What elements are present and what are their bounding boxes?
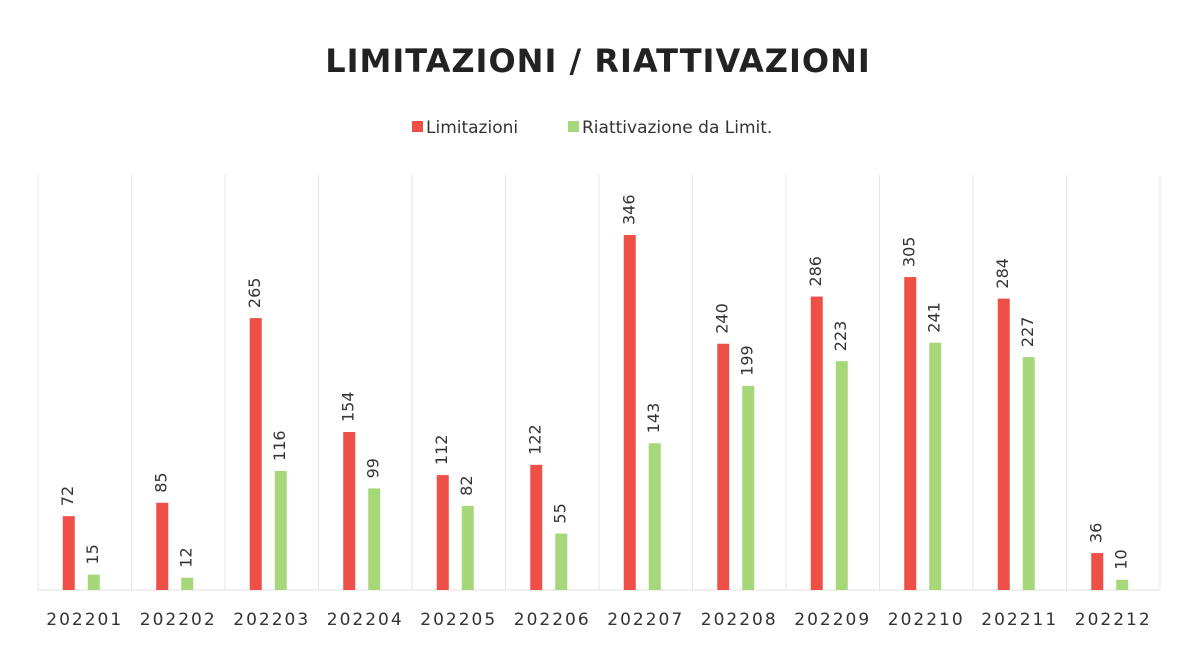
x-tick-label: 202203 — [233, 610, 310, 630]
data-label: 143 — [644, 403, 663, 434]
legend-label: Limitazioni — [426, 118, 518, 138]
data-label: 72 — [58, 486, 77, 506]
bar — [717, 343, 730, 590]
bar — [87, 574, 100, 590]
data-label: 82 — [457, 476, 476, 496]
data-label: 36 — [1087, 523, 1106, 543]
data-label: 240 — [713, 303, 732, 334]
data-label: 12 — [177, 547, 196, 567]
data-label: 241 — [925, 302, 944, 333]
data-label: 154 — [339, 391, 358, 422]
bar — [810, 296, 823, 590]
bar — [835, 361, 848, 590]
data-label: 265 — [245, 278, 264, 309]
x-tick-label: 202211 — [981, 610, 1058, 630]
bar — [156, 502, 169, 590]
data-label: 10 — [1112, 549, 1131, 569]
x-tick-label: 202206 — [514, 610, 591, 630]
data-label: 223 — [831, 321, 850, 352]
x-tick-label: 202204 — [327, 610, 404, 630]
data-label: 99 — [364, 458, 383, 478]
bar — [62, 516, 75, 590]
x-tick-label: 202210 — [888, 610, 965, 630]
bar — [368, 488, 381, 590]
bar — [249, 318, 262, 590]
bar — [530, 464, 543, 590]
bar — [1091, 553, 1104, 590]
legend-label: Riattivazione da Limit. — [582, 118, 772, 138]
data-label: 85 — [152, 472, 171, 492]
x-tick-label: 202207 — [607, 610, 684, 630]
data-label: 112 — [432, 435, 451, 466]
bar — [436, 475, 449, 590]
legend-swatch — [412, 121, 423, 132]
data-label: 284 — [993, 258, 1012, 289]
x-tick-label: 202205 — [420, 610, 497, 630]
data-label: 305 — [900, 237, 919, 268]
bar — [1022, 357, 1035, 590]
bar — [555, 533, 568, 590]
x-tick-label: 202201 — [46, 610, 123, 630]
bar — [904, 277, 917, 590]
data-label: 55 — [551, 503, 570, 523]
x-tick-label: 202202 — [140, 610, 217, 630]
bar — [1116, 579, 1129, 590]
legend-swatch — [568, 121, 579, 132]
chart-title: LIMITAZIONI / RIATTIVAZIONI — [325, 42, 871, 80]
bar — [997, 298, 1010, 590]
bar — [343, 431, 356, 590]
bar — [274, 470, 287, 590]
bar — [648, 443, 661, 590]
data-label: 346 — [619, 194, 638, 225]
x-tick-label: 202208 — [701, 610, 778, 630]
x-tick-label: 202209 — [794, 610, 871, 630]
data-label: 227 — [1018, 317, 1037, 348]
bar — [181, 577, 194, 590]
data-label: 116 — [270, 430, 289, 461]
x-tick-label: 202212 — [1075, 610, 1152, 630]
bar — [929, 342, 942, 590]
data-label: 199 — [738, 345, 757, 376]
data-label: 122 — [526, 424, 545, 455]
bar — [742, 385, 755, 590]
bar — [623, 235, 636, 590]
data-label: 286 — [806, 256, 825, 287]
bar — [461, 505, 474, 590]
data-label: 15 — [83, 544, 102, 564]
